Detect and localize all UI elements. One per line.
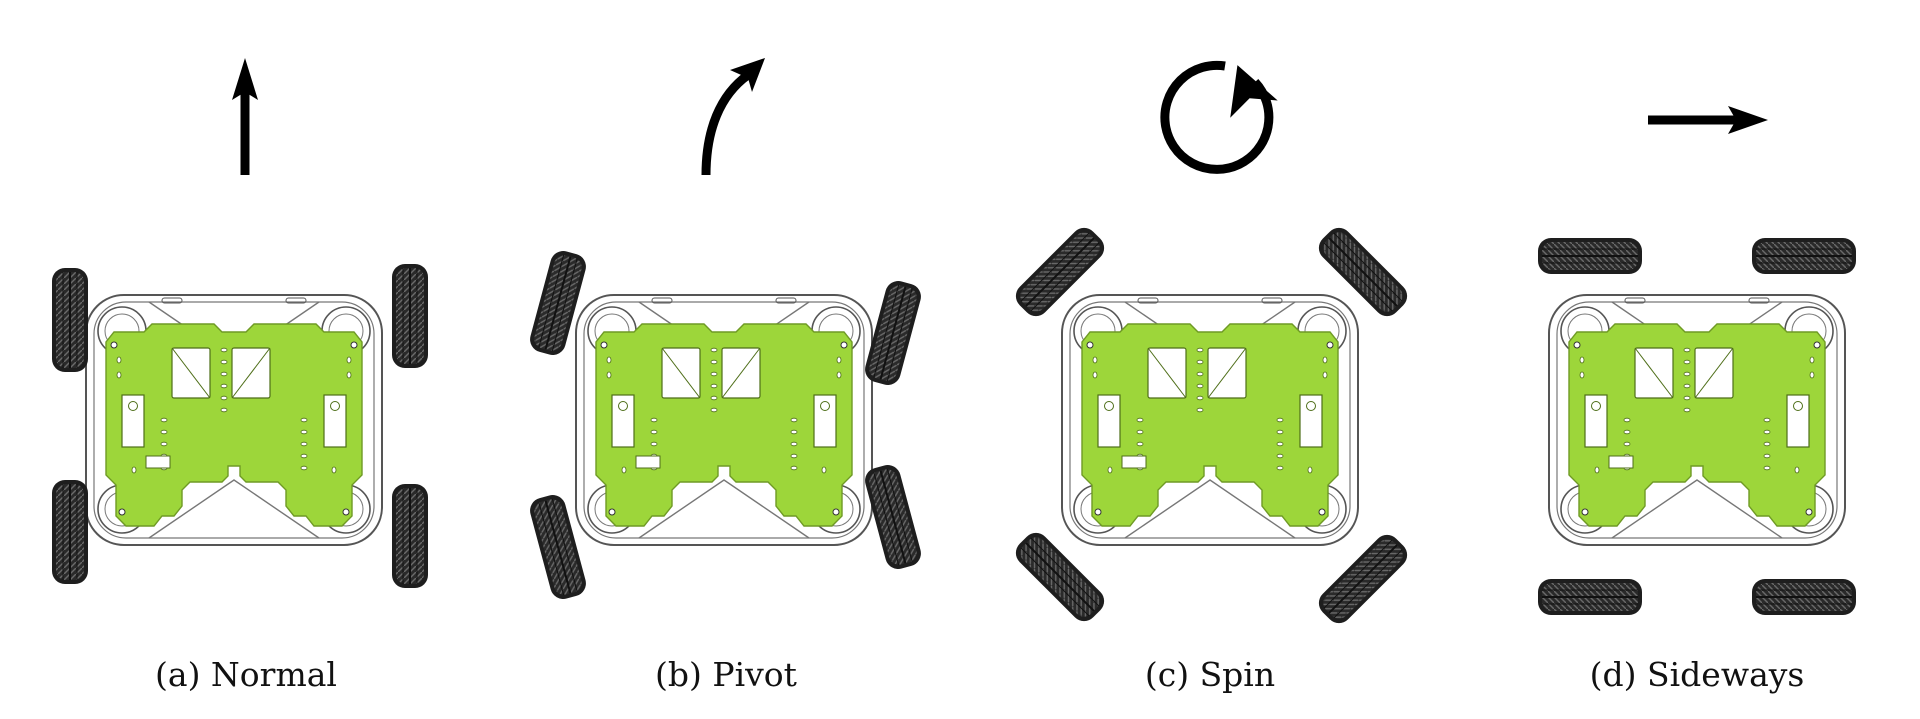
wheel-front-right bbox=[391, 263, 429, 369]
caption-sideways: (d) Sideways bbox=[1589, 655, 1805, 694]
curved-arrow-icon bbox=[701, 58, 765, 176]
wheel-rear-right bbox=[1751, 578, 1857, 616]
caption-spin: (c) Spin bbox=[1144, 655, 1276, 694]
caption-normal: (a) Normal bbox=[155, 655, 337, 694]
wheel-front-left bbox=[1537, 237, 1643, 275]
wheel-rear-right bbox=[391, 483, 429, 589]
panel-normal bbox=[51, 58, 429, 589]
robot-chassis bbox=[1061, 294, 1359, 546]
robot-chassis bbox=[575, 294, 873, 546]
panel-pivot bbox=[526, 58, 925, 603]
panel-sideways bbox=[1537, 106, 1857, 616]
robot-chassis bbox=[1548, 294, 1846, 546]
circular-arrow-icon bbox=[1160, 60, 1278, 174]
wheel-rear-left bbox=[51, 479, 89, 585]
caption-pivot: (b) Pivot bbox=[655, 655, 797, 694]
wheel-front-left bbox=[51, 267, 89, 373]
wheel-front-right bbox=[1751, 237, 1857, 275]
robot-chassis bbox=[85, 294, 383, 546]
panel-spin bbox=[1009, 60, 1414, 630]
wheel-rear-left bbox=[1537, 578, 1643, 616]
up-arrow-icon bbox=[232, 58, 258, 175]
right-arrow-icon bbox=[1648, 106, 1768, 134]
